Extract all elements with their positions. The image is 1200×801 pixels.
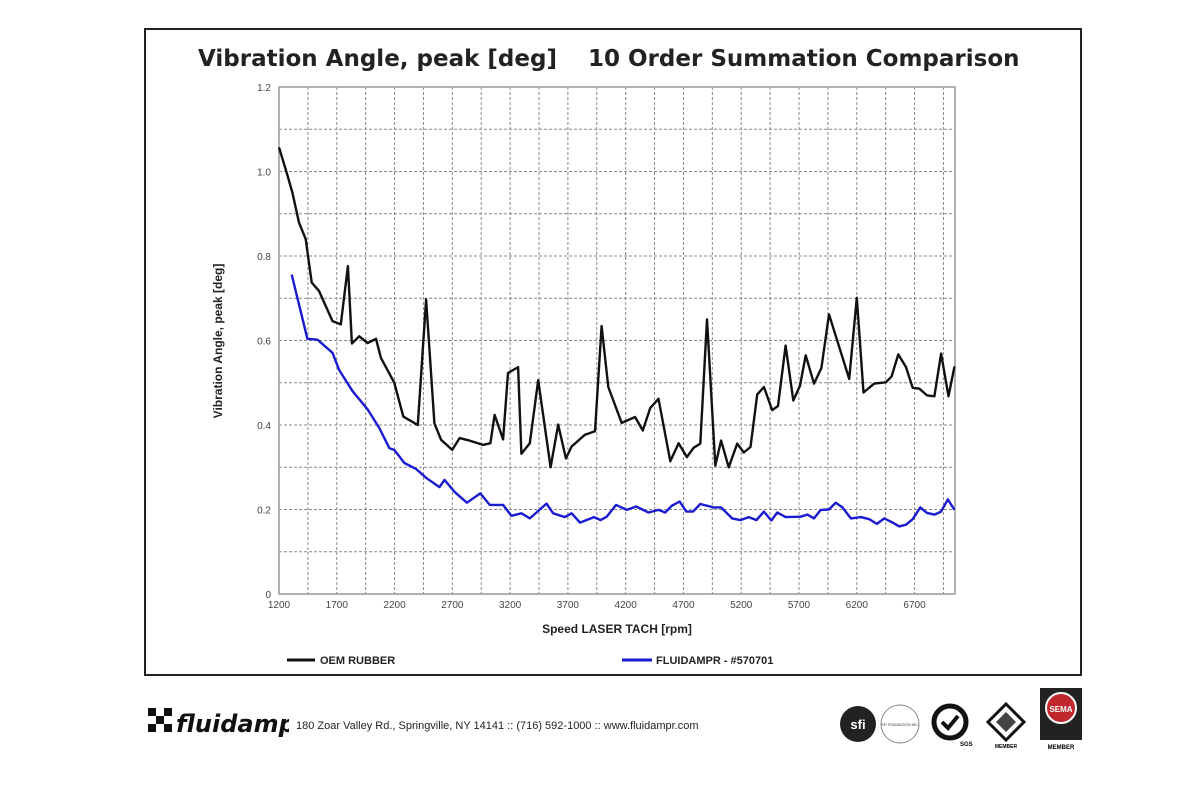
tick-labels: 1200 1700 2200 2700 3200 3700 4200 4700 5200 5700…: [257, 83, 926, 611]
y-tick-label: 1.0: [257, 168, 271, 179]
x-tick-label: 2200: [383, 600, 406, 611]
fluidampr-logo: fluidampr: [148, 708, 289, 738]
x-tick-label: 3700: [557, 600, 580, 611]
x-tick-label: 1700: [326, 600, 349, 611]
y-axis-label: Vibration Angle, peak [deg]: [211, 264, 225, 419]
y-tick-label: 0: [265, 590, 271, 601]
company-address: 180 Zoar Valley Rd., Springville, NY 141…: [296, 720, 699, 732]
y-tick-label: 0.8: [257, 252, 271, 263]
x-tick-label: 6700: [903, 600, 926, 611]
y-tick-label: 0.2: [257, 506, 271, 517]
svg-text:SFI FOUNDATION INC.: SFI FOUNDATION INC.: [881, 723, 918, 727]
x-tick-label: 4200: [615, 600, 638, 611]
svg-text:SGS: SGS: [960, 742, 973, 748]
x-tick-label: 6200: [846, 600, 869, 611]
x-tick-label: 2700: [441, 600, 464, 611]
sema-badge: SEMA MEMBER: [1040, 688, 1082, 751]
x-tick-label: 5700: [788, 600, 811, 611]
chart-title-left: Vibration Angle, peak [deg]: [198, 46, 557, 72]
chart-title-right: 10 Order Summation Comparison: [588, 46, 1020, 72]
svg-text:SEMA: SEMA: [1049, 705, 1072, 714]
chart-frame: [144, 28, 1082, 676]
svg-text:MEMBER: MEMBER: [995, 744, 1018, 750]
x-tick-label: 3200: [499, 600, 522, 611]
svg-text:MEMBER: MEMBER: [1048, 745, 1075, 751]
y-tick-label: 0.6: [257, 337, 271, 348]
x-tick-label: 1200: [268, 600, 291, 611]
sfi-badge: sfi SFI FOUNDATION INC.: [840, 704, 920, 744]
legend-label-fluidampr: FLUIDAMPR - #570701: [656, 655, 773, 667]
footer: fluidampr 180 Zoar Valley Rd., Springvil…: [144, 688, 1094, 760]
x-tick-label: 5200: [730, 600, 753, 611]
member-badge: MEMBER: [985, 701, 1027, 750]
legend-label-oem: OEM RUBBER: [320, 655, 395, 667]
sgs-badge: SGS: [931, 703, 973, 748]
plot-border: [278, 86, 956, 595]
y-tick-label: 1.2: [257, 83, 271, 94]
series-lines: [277, 147, 956, 528]
series-line-fluidampr: [290, 274, 956, 528]
x-tick-label: 4700: [672, 600, 695, 611]
series-line-oem-rubber: [277, 147, 956, 469]
x-axis-label: Speed LASER TACH [rpm]: [542, 622, 692, 636]
y-tick-label: 0.4: [257, 421, 271, 432]
chart: Vibration Angle, peak [deg] 10 Order Sum…: [198, 46, 1020, 667]
svg-text:sfi: sfi: [850, 717, 865, 732]
logo-text: fluidampr: [176, 710, 289, 738]
